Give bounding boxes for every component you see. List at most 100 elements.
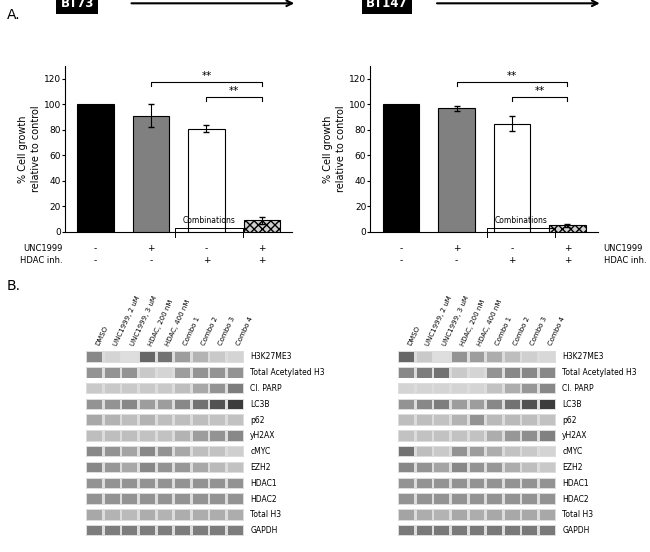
Bar	[398, 477, 556, 489]
Bar	[523, 479, 538, 488]
Bar	[434, 463, 449, 472]
Bar	[505, 510, 519, 519]
Bar	[470, 479, 484, 488]
Text: Combinations: Combinations	[495, 216, 547, 225]
Bar	[87, 526, 102, 535]
Bar	[176, 384, 190, 393]
Y-axis label: % Cell growth
relative to control: % Cell growth relative to control	[18, 106, 41, 192]
Bar	[470, 447, 484, 457]
Bar	[434, 416, 449, 425]
Bar	[86, 415, 244, 426]
Bar	[540, 447, 555, 457]
Bar	[452, 431, 467, 440]
Bar	[505, 352, 519, 362]
Text: UNC1999, 3 uM: UNC1999, 3 uM	[130, 294, 159, 347]
Bar	[176, 400, 190, 409]
Bar	[105, 384, 120, 393]
Bar	[470, 384, 484, 393]
Text: LC3B: LC3B	[250, 400, 270, 409]
Bar	[176, 431, 190, 440]
Text: cMYC: cMYC	[562, 447, 582, 456]
Bar	[523, 431, 538, 440]
Bar	[228, 416, 243, 425]
Text: HDAC, 400 nM: HDAC, 400 nM	[165, 299, 192, 347]
Bar	[505, 431, 519, 440]
Bar	[540, 510, 555, 519]
Text: Combo 2: Combo 2	[200, 316, 219, 347]
Text: -: -	[150, 256, 153, 266]
Text: +: +	[258, 256, 266, 266]
Text: Total H3: Total H3	[562, 511, 593, 519]
Bar	[193, 447, 207, 457]
Bar	[470, 368, 484, 378]
Bar	[523, 416, 538, 425]
Bar	[228, 400, 243, 409]
Bar	[105, 526, 120, 535]
Text: UNC1999: UNC1999	[23, 244, 62, 253]
Bar	[452, 463, 467, 472]
Bar	[193, 431, 207, 440]
Bar	[86, 525, 244, 537]
Bar	[176, 368, 190, 378]
Text: -: -	[399, 244, 402, 253]
Bar	[452, 510, 467, 519]
Bar	[505, 495, 519, 504]
Bar	[122, 431, 137, 440]
Bar	[505, 384, 519, 393]
Bar	[211, 463, 226, 472]
Bar	[122, 400, 137, 409]
Text: -: -	[399, 256, 402, 266]
Bar	[417, 416, 432, 425]
Bar	[122, 416, 137, 425]
Bar	[523, 447, 538, 457]
Bar	[494, 124, 530, 232]
Bar	[86, 462, 244, 473]
Bar	[105, 495, 120, 504]
Bar	[87, 400, 102, 409]
Bar	[158, 479, 172, 488]
Bar	[540, 495, 555, 504]
Bar	[398, 446, 556, 458]
Bar	[158, 495, 172, 504]
Text: A.: A.	[6, 8, 20, 22]
Bar	[122, 352, 137, 362]
Bar	[87, 479, 102, 488]
Bar	[434, 368, 449, 378]
Bar	[398, 367, 556, 379]
Bar	[158, 416, 172, 425]
Bar	[193, 495, 207, 504]
Bar	[399, 368, 414, 378]
Bar	[176, 479, 190, 488]
Text: Combo 4: Combo 4	[547, 316, 566, 347]
Bar	[540, 431, 555, 440]
Bar	[523, 526, 538, 535]
Bar	[140, 431, 155, 440]
Bar	[211, 400, 226, 409]
Text: p62: p62	[562, 416, 577, 424]
Text: HDAC2: HDAC2	[250, 495, 277, 503]
Bar	[158, 352, 172, 362]
Bar	[452, 352, 467, 362]
Bar	[188, 129, 224, 232]
Bar	[540, 352, 555, 362]
Bar	[86, 509, 244, 521]
Bar	[417, 526, 432, 535]
Bar	[87, 431, 102, 440]
Text: GAPDH: GAPDH	[250, 526, 278, 535]
Bar	[549, 225, 586, 232]
Bar	[523, 384, 538, 393]
Bar	[398, 351, 556, 363]
Bar	[105, 463, 120, 472]
Bar	[434, 447, 449, 457]
Text: UNC1999: UNC1999	[604, 244, 643, 253]
Bar	[540, 400, 555, 409]
Bar	[140, 400, 155, 409]
Text: HDAC inh.: HDAC inh.	[604, 256, 646, 266]
Text: +: +	[564, 244, 571, 253]
Bar	[452, 368, 467, 378]
Bar	[540, 384, 555, 393]
Bar	[417, 495, 432, 504]
Bar	[140, 416, 155, 425]
Text: Total H3: Total H3	[250, 511, 281, 519]
Bar	[211, 416, 226, 425]
